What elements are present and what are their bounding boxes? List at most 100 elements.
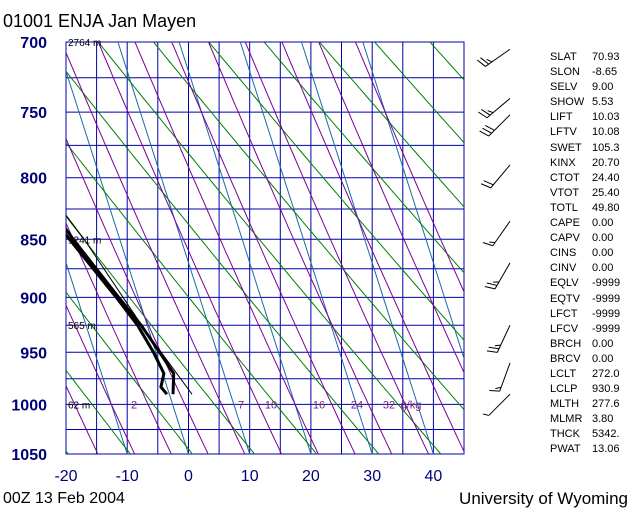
index-name: SWET xyxy=(550,141,582,154)
wind-barb-flag xyxy=(481,109,491,116)
index-row: LFCV -9999 xyxy=(550,322,636,337)
index-value: 930.9 xyxy=(592,383,620,396)
moist-adiabat xyxy=(134,42,319,454)
height-label-700: 2764 m xyxy=(68,38,101,49)
index-row: KINX 20.70 xyxy=(550,156,636,171)
wind-barb-staff xyxy=(486,98,511,119)
index-value: 24.40 xyxy=(592,171,620,184)
isotherm xyxy=(117,42,251,454)
temperature-profile xyxy=(66,226,176,395)
wind-barb-staff xyxy=(490,164,511,189)
index-row: CAPV 0.00 xyxy=(550,231,636,246)
wind-barb-flag xyxy=(478,111,488,119)
wind-barb xyxy=(479,114,511,137)
temp-label-30: 30 xyxy=(363,468,381,485)
mixing-ratio-label: 7 xyxy=(238,399,244,411)
index-name: SELV xyxy=(550,81,578,94)
wind-barb-flag xyxy=(489,390,500,392)
isotherm xyxy=(178,42,312,454)
index-name: VTOT xyxy=(550,186,580,199)
dry-adiabat xyxy=(66,141,318,454)
wind-barb-flag xyxy=(483,413,489,416)
index-value: -8.65 xyxy=(592,66,618,79)
wind-barb-flag xyxy=(487,110,494,114)
wind-barb-flag xyxy=(486,282,498,286)
index-row: LCLT 272.0 xyxy=(550,367,636,382)
index-row: MLTH 277.6 xyxy=(550,397,636,412)
index-row: EQLV -9999 xyxy=(550,276,636,291)
index-row: BRCV 0.00 xyxy=(550,352,636,367)
index-row: SLAT 70.93 xyxy=(550,50,636,65)
index-row: SWET 105.3 xyxy=(550,141,636,156)
wind-barb-staff xyxy=(494,262,511,290)
index-value: 10.03 xyxy=(592,111,620,124)
index-name: CINS xyxy=(550,247,577,260)
index-row: BRCH 0.00 xyxy=(550,337,636,352)
source-credit: University of Wyoming xyxy=(459,489,628,508)
index-name: MLTH xyxy=(550,398,580,411)
index-name: SHOW xyxy=(550,96,585,109)
wind-barb-flag xyxy=(483,180,494,186)
index-name: CTOT xyxy=(550,171,580,184)
height-label-925: 565 m xyxy=(68,321,96,332)
temp-label-0: 0 xyxy=(184,468,193,485)
temp-label--10: -10 xyxy=(116,468,139,485)
index-value: 3.80 xyxy=(592,413,614,426)
pressure-label-950: 950 xyxy=(20,345,47,362)
index-name: SLON xyxy=(550,66,580,79)
dry-adiabat xyxy=(66,70,380,454)
wind-barb-staff xyxy=(488,114,511,137)
index-value: -9999 xyxy=(592,307,621,320)
chart-title: 01001 ENJA Jan Mayen xyxy=(3,11,197,31)
index-value: 105.3 xyxy=(592,141,620,154)
wind-barb-flag xyxy=(480,57,490,65)
index-row: PWAT 13.06 xyxy=(550,442,636,457)
wind-barb-flag xyxy=(494,344,501,347)
moist-adiabat xyxy=(207,42,393,454)
index-name: LFTV xyxy=(550,126,577,139)
dewpoint-profile xyxy=(66,232,169,396)
index-name: MLMR xyxy=(550,413,583,426)
wind-barb xyxy=(476,48,511,67)
observation-time: 00Z 13 Feb 2004 xyxy=(3,490,125,507)
index-row: TOTL 49.80 xyxy=(550,201,636,216)
mixing-ratio-label: 10 xyxy=(265,399,277,411)
index-value: 10.08 xyxy=(592,126,620,139)
temp-label-20: 20 xyxy=(302,468,320,485)
index-name: EQTV xyxy=(550,292,580,305)
mixing-ratio-label: 2 xyxy=(131,399,137,411)
index-value: 277.6 xyxy=(592,398,620,411)
temp-label-40: 40 xyxy=(425,468,443,485)
wind-barb-staff xyxy=(485,48,511,67)
index-row: CTOT 24.40 xyxy=(550,171,636,186)
index-name: LIFT xyxy=(550,111,573,124)
isotherm xyxy=(66,261,128,454)
profile-layer xyxy=(66,214,193,396)
stability-indices-panel: SLAT 70.93 SLON -8.65 SELV 9.00 SHOW 5.53 LIFT 10… xyxy=(550,50,636,458)
moist-adiabat xyxy=(354,42,464,293)
grid-layer xyxy=(65,41,465,455)
index-row: LIFT 10.03 xyxy=(550,110,636,125)
index-name: BRCH xyxy=(550,337,582,350)
index-value: 5.53 xyxy=(592,96,614,109)
index-name: EQLV xyxy=(550,277,579,290)
index-row: SLON -8.65 xyxy=(550,65,636,80)
pressure-label-900: 900 xyxy=(20,290,47,307)
isotherm xyxy=(0,42,5,454)
index-row: VTOT 25.40 xyxy=(550,186,636,201)
index-value: 0.00 xyxy=(592,247,614,260)
pressure-label-850: 850 xyxy=(20,232,47,249)
index-value: 0.00 xyxy=(592,262,614,275)
index-value: 0.00 xyxy=(592,232,614,245)
index-name: BRCV xyxy=(550,352,581,365)
wind-barb-layer xyxy=(476,48,511,416)
index-row: CINV 0.00 xyxy=(550,261,636,276)
wind-barb xyxy=(482,220,511,247)
wind-barb-flag xyxy=(482,127,492,134)
moist-adiabat xyxy=(66,137,209,454)
index-name: THCK xyxy=(550,428,580,441)
index-name: LCLT xyxy=(550,367,577,380)
wind-barb-flag xyxy=(476,59,486,67)
temp-label--20: -20 xyxy=(54,468,77,485)
